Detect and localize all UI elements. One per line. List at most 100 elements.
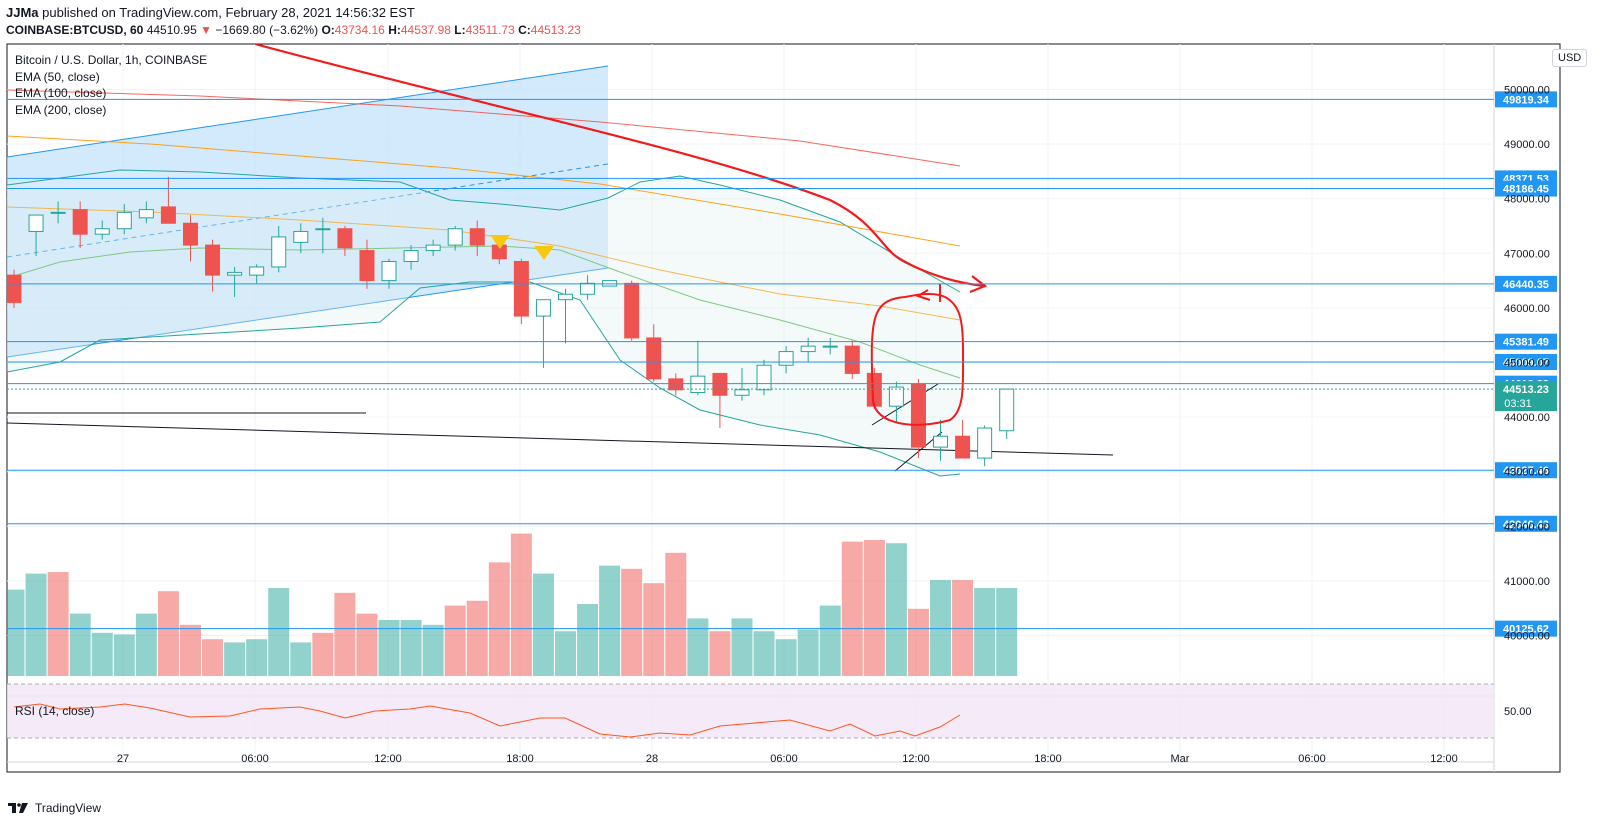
volume-bar: [444, 605, 466, 676]
ema200-line: [7, 89, 961, 167]
level-tag-label: 48186.45: [1503, 184, 1549, 196]
volume-bar: [246, 639, 268, 676]
ohlc-line: COINBASE:BTCUSD, 60 44510.95 ▼ −1669.80 …: [6, 23, 581, 37]
y-tick-label: 41000.00: [1504, 576, 1550, 588]
projection-line: [871, 383, 939, 426]
candle-body: [756, 364, 772, 391]
x-tick-label: 12:00: [1430, 753, 1458, 765]
candle-body: [602, 280, 618, 287]
candle-body: [205, 244, 221, 276]
level-tag-label: 49819.34: [1503, 94, 1550, 106]
published-text: published on TradingView.com, February 2…: [42, 5, 415, 20]
volume-bar: [555, 631, 576, 676]
candle-body: [160, 206, 176, 224]
level-tag-label: 45381.49: [1503, 337, 1549, 349]
y-tick-label: 50000.00: [1504, 85, 1550, 97]
y-tick-label: 40000.00: [1504, 631, 1550, 643]
x-tick-label: 06:00: [241, 753, 269, 765]
y-tick-label: 47000.00: [1504, 248, 1550, 260]
candle-body: [646, 337, 662, 380]
high-value: 44537.98: [400, 23, 451, 37]
volume-bar: [224, 642, 246, 676]
y-tick-label: 46000.00: [1504, 303, 1550, 315]
level-tag-label: 42046.43: [1503, 519, 1549, 531]
volume-bar: [577, 604, 599, 676]
rsi-tick-label: 50.00: [1504, 706, 1532, 718]
volume-bar: [179, 624, 201, 676]
close-label: C:: [518, 23, 531, 37]
candle-body: [822, 345, 838, 348]
last-price-tag: [1495, 381, 1557, 412]
trend-line: [7, 422, 1114, 456]
candle-body: [800, 345, 816, 353]
volume-bar: [930, 580, 952, 676]
volume-bar: [157, 591, 179, 676]
candle-body: [116, 211, 132, 230]
volume-bar: [797, 629, 819, 676]
candle-body: [580, 282, 596, 295]
price-change: −1669.80 (−3.62%): [215, 23, 319, 37]
volume-bar: [113, 634, 135, 676]
level-tag: [1495, 180, 1557, 197]
rsi-band: [7, 684, 1494, 738]
rsi-legend[interactable]: RSI (14, close): [15, 704, 95, 718]
candle-body: [866, 372, 882, 407]
volume-bar: [952, 580, 974, 676]
volume-bar: [202, 639, 224, 676]
x-tick-label: 18:00: [1034, 753, 1062, 765]
ema50-line: [7, 206, 961, 321]
candle-body: [513, 260, 529, 317]
candle-body: [690, 375, 706, 394]
volume-bar: [510, 533, 532, 676]
author-name[interactable]: JJMa: [6, 5, 39, 20]
high-label: H:: [388, 23, 401, 37]
candle-body: [624, 282, 640, 339]
red-up-arrow: [915, 284, 941, 302]
candle-body: [271, 236, 287, 268]
candle-body: [72, 209, 88, 235]
level-tag-label: 46440.35: [1503, 279, 1549, 291]
candle-body: [381, 260, 397, 282]
volume-bar: [841, 541, 863, 676]
currency-button[interactable]: USD: [1552, 49, 1588, 67]
volume-bar: [488, 562, 510, 676]
legend-ema50[interactable]: EMA (50, close): [15, 69, 100, 84]
candle-body: [933, 435, 949, 448]
volume-bar: [312, 632, 334, 676]
volume-bar: [69, 613, 91, 676]
down-arrow-icon: ▼: [200, 23, 212, 37]
bollinger-upper: [7, 169, 961, 293]
y-tick-label: 42000.00: [1504, 521, 1550, 533]
candle-body: [249, 266, 265, 276]
channel-mid-line: [7, 163, 609, 258]
level-tag: [1495, 275, 1557, 292]
level-tag: [1495, 333, 1557, 350]
tradingview-brand[interactable]: TradingView: [8, 801, 101, 815]
x-tick-label: 28: [646, 753, 658, 765]
volume-bar: [466, 600, 488, 676]
level-tag: [1495, 620, 1557, 637]
y-tick-label: 48000.00: [1504, 194, 1550, 206]
open-value: 43734.16: [334, 23, 385, 37]
bollinger-basis: [7, 245, 961, 379]
close-value: 44513.23: [530, 23, 581, 37]
volume-bar: [356, 613, 378, 676]
volume-bar: [25, 573, 47, 676]
candle-body: [734, 389, 750, 396]
level-tag: [1495, 91, 1557, 108]
legend-ema200[interactable]: EMA (200, close): [15, 102, 107, 117]
low-value: 43511.73: [465, 23, 515, 37]
y-tick-label: 49000.00: [1504, 139, 1550, 151]
open-label: O:: [321, 23, 335, 37]
y-tick-label: 44000.00: [1504, 412, 1550, 424]
legend-ema100[interactable]: EMA (100, close): [15, 86, 107, 100]
bollinger-fill: [7, 170, 960, 476]
volume-bar: [91, 632, 113, 676]
candle-body: [182, 222, 198, 246]
x-tick-label: 12:00: [374, 753, 402, 765]
volume-bar: [422, 624, 444, 676]
volume-bar: [687, 618, 709, 676]
candle-body: [888, 386, 904, 407]
volume-bar: [378, 620, 400, 676]
